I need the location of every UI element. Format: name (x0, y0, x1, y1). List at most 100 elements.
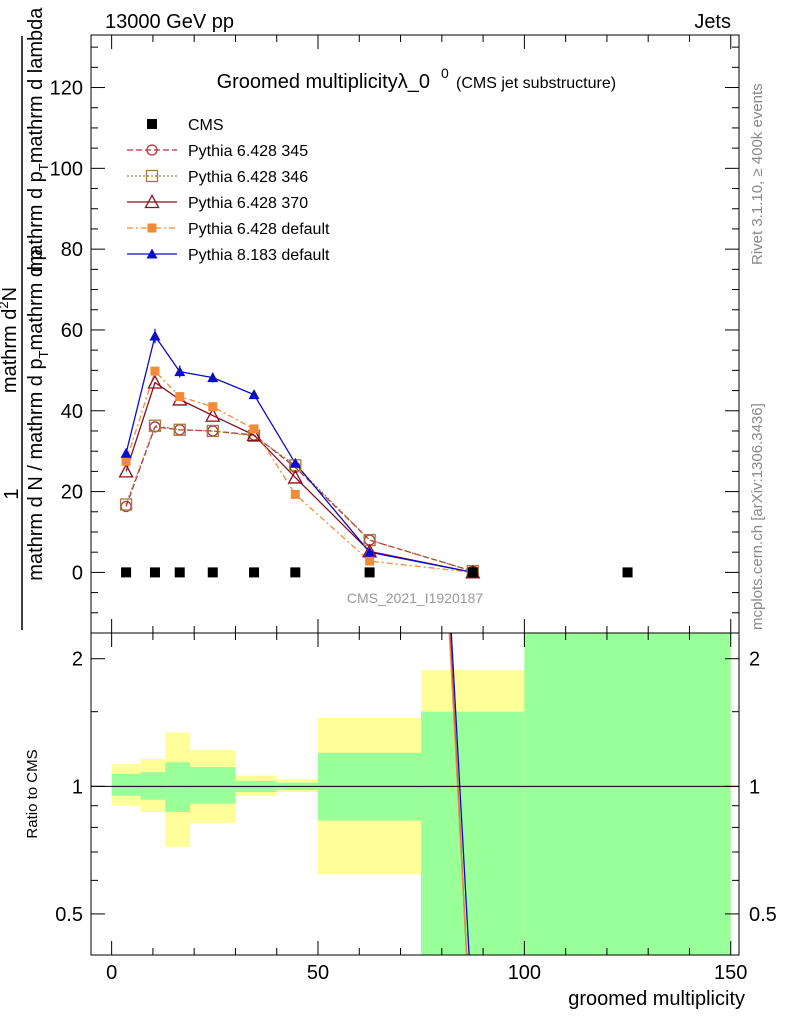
ratio-y-tick-label-right: 0.5 (749, 904, 777, 926)
ratio-x-ticks: 0 50 100 150 (106, 633, 747, 984)
series-line-3 (125, 369, 473, 574)
series-point-3 (365, 556, 375, 566)
chart-title-sup: 0 (441, 65, 449, 81)
mc-markers (118, 328, 481, 579)
svg-text:mathrm d N / mathrm d pTmathrm: mathrm d N / mathrm d pTmathrm d p (25, 249, 51, 580)
series-point-4 (149, 330, 161, 341)
ratio-frame (90, 632, 740, 956)
rivet-label: Rivet 3.1.10, ≥ 400k events (749, 83, 766, 265)
legend-label: CMS (188, 117, 224, 134)
cms-data-point (207, 567, 218, 578)
ylabel-numerator: mathrm d2N (0, 287, 21, 393)
main-y-tick-label: 120 (50, 78, 83, 100)
ratio-line-2 (450, 632, 470, 956)
ylabel-den-sub: T (36, 350, 51, 358)
series-line-1 (125, 424, 473, 572)
series-point-1 (119, 498, 133, 511)
ylabel-lhs: 1 (1, 488, 23, 499)
series-point-1 (206, 424, 219, 438)
main-y-tick-label: 100 (50, 158, 83, 180)
cms-data-point (467, 567, 478, 578)
ratio-band-inner (421, 711, 525, 955)
x-tick-label: 100 (508, 962, 541, 984)
series-point-4 (364, 546, 376, 557)
ratio-line-1 (448, 632, 468, 956)
series-point-4 (207, 372, 219, 383)
cms-data-point (121, 567, 132, 578)
series-point-4 (120, 447, 132, 458)
energy-label: 13000 GeV pp (105, 11, 234, 33)
chart-watermark: CMS_2021_I1920187 (347, 590, 483, 606)
main-y-tick-label: 60 (61, 320, 83, 342)
x-tick-label: 50 (307, 962, 329, 984)
ratio-y-ticks: 0.5 0.5 1 1 2 2 (55, 649, 777, 926)
series-line-0 (125, 426, 473, 572)
series-point-3 (175, 392, 185, 402)
ylabel-denominator-line2: mathrm d pTmathrm d lambda (25, 7, 51, 273)
main-y-tick-label: 80 (61, 239, 83, 261)
series-point-2 (205, 407, 221, 422)
cms-data-markers (121, 567, 633, 578)
main-y-tick-label: 40 (61, 401, 83, 423)
ratio-band-inner (111, 773, 141, 796)
x-axis-label: groomed multiplicity (568, 988, 745, 1010)
ratio-y-tick-label-right: 1 (749, 776, 760, 798)
cms-data-point (174, 567, 185, 578)
ylabel-num-base: mathrm d (0, 309, 21, 393)
series-point-3 (150, 366, 160, 376)
series-point-3 (290, 489, 300, 499)
legend-marker (147, 119, 157, 129)
series-point-3 (249, 424, 259, 434)
series-point-4 (174, 366, 186, 377)
ratio-band-inner (165, 762, 191, 812)
legend-marker (146, 144, 158, 156)
series-point-4 (289, 457, 301, 468)
main-x-ticks (111, 35, 732, 633)
series-point-3 (121, 456, 131, 466)
main-y-tick-label: 0 (72, 562, 83, 584)
cms-data-point (149, 567, 160, 578)
ylabel-num-sup: 2 (0, 301, 11, 308)
ylabel-num-tail: N (0, 287, 21, 301)
main-y-ticks: 0 20 40 60 80 100 120 (50, 46, 739, 614)
category-label: Jets (694, 11, 731, 33)
ylabel-den-tail: mathrm d p (25, 249, 47, 350)
ratio-y-tick-label: 0.5 (55, 904, 83, 926)
chart-title-main: Groomed multiplicityλ_0 (217, 71, 430, 93)
cms-data-point (622, 567, 633, 578)
cms-data-point (364, 567, 375, 578)
ratio-band-inner (190, 767, 236, 804)
svg-text:mathrm d2N: mathrm d2N (0, 287, 21, 393)
series-point-1 (173, 423, 186, 436)
ylabel-num-line2-tail: mathrm d lambda (25, 7, 47, 163)
legend-marker (147, 223, 157, 233)
cms-data-point (249, 567, 260, 578)
series-line-4 (125, 334, 473, 574)
chart-title-sub: (CMS jet substructure) (456, 75, 616, 92)
ratio-y-axis-label: Ratio to CMS (24, 749, 41, 838)
legend-marker (146, 248, 158, 259)
ratio-band-inner (524, 633, 731, 955)
ylabel-num-line2: mathrm d p (25, 171, 47, 272)
cms-data-point (290, 567, 301, 578)
ylabel-denominator-line1: mathrm d N / mathrm d pTmathrm d p (25, 249, 51, 580)
ylabel-den: mathrm d N / mathrm d p (25, 358, 47, 580)
legend-label: Pythia 6.428 346 (188, 169, 308, 186)
x-tick-label: 0 (106, 962, 117, 984)
chart-title: Groomed multiplicityλ_0 0 (CMS jet subst… (217, 65, 616, 93)
series-point-2 (287, 469, 303, 484)
series-point-2 (246, 427, 262, 442)
main-panel: 0 20 40 60 80 100 120 CMS_2021_I1920187 Groome… (50, 34, 740, 634)
series-point-2 (147, 374, 163, 389)
series-point-1 (148, 419, 162, 432)
series-point-4 (248, 389, 260, 400)
legend-label: Pythia 6.428 345 (188, 143, 308, 160)
main-y-tick-label: 20 (61, 482, 83, 504)
legend: CMS Pythia 6.428 345 Pythia 6.428 346 Pythi… (127, 117, 330, 264)
series-point-2 (118, 463, 134, 478)
svg-text:mathrm d pTmathrm d lambda: mathrm d pTmathrm d lambda (25, 7, 51, 273)
legend-marker (144, 194, 160, 209)
main-y-axis-label: 1 mathrm d2N mathrm d N / mathrm d pTmat… (0, 7, 51, 630)
legend-label: Pythia 8.183 default (188, 247, 330, 264)
